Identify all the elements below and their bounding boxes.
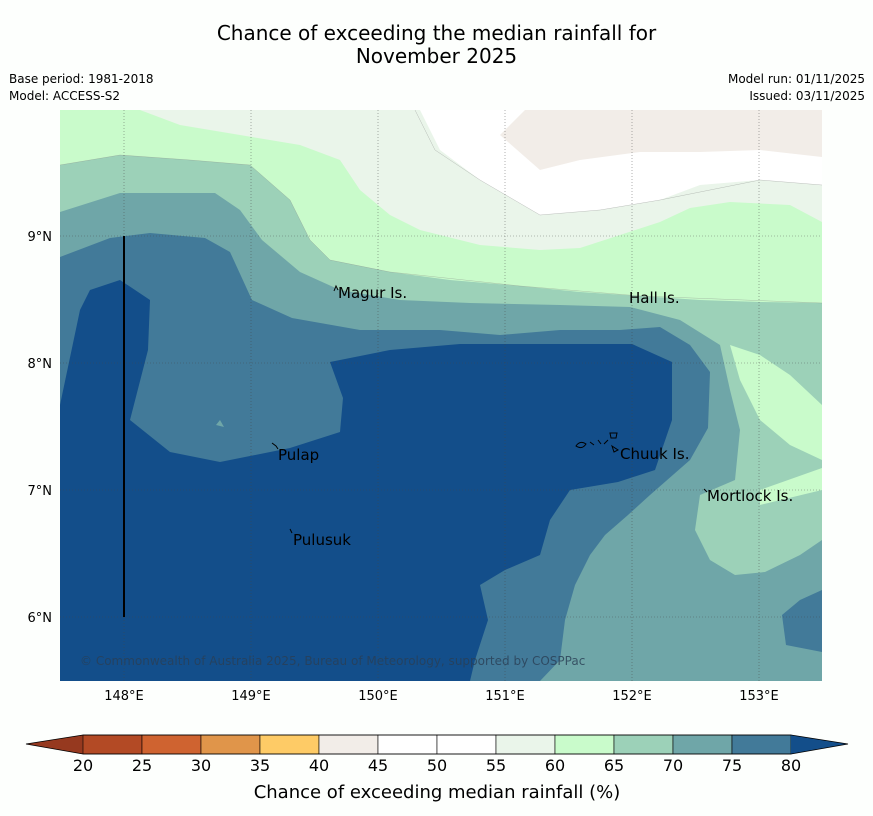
colorbar-box <box>200 734 261 755</box>
colorbar-ticks: 20 25 30 35 40 45 50 55 60 65 70 75 80 <box>73 756 801 775</box>
place-labels: Magur Is. Hall Is. Pulap Chuuk Is. Mortl… <box>278 284 793 549</box>
pulap-island-shape <box>271 442 279 450</box>
lat-labels: 9°N 8°N 7°N 6°N <box>28 230 53 626</box>
lon-label: 150°E <box>358 689 398 704</box>
lon-label: 151°E <box>485 689 525 704</box>
place-label-pulusuk: Pulusuk <box>293 531 351 549</box>
colorbar-tick-label: 45 <box>368 756 388 775</box>
place-label-pulap: Pulap <box>278 446 319 464</box>
meta-right: Model run: 01/11/2025 Issued: 03/11/2025 <box>728 71 865 105</box>
lon-label: 152°E <box>612 689 652 704</box>
colorbar-tick-label: 65 <box>604 756 624 775</box>
colorbar-label: Chance of exceeding median rainfall (%) <box>254 782 621 803</box>
pulusuk-island-shape <box>289 528 293 534</box>
meta-left: Base period: 1981-2018 Model: ACCESS-S2 <box>9 71 154 105</box>
contour-lines <box>60 110 822 304</box>
model-name: Model: ACCESS-S2 <box>9 89 121 103</box>
colorbar-box <box>731 734 792 755</box>
colorbar-tick-label: 20 <box>73 756 93 775</box>
band-75-80-east <box>782 590 822 652</box>
base-period: Base period: 1981-2018 <box>9 72 154 86</box>
colorbar-box <box>82 734 143 755</box>
colorbar-under-arrow <box>26 735 83 754</box>
colorbar-box <box>318 734 379 755</box>
title-line-1: Chance of exceeding the median rainfall … <box>216 21 657 45</box>
lon-labels: 148°E 149°E 150°E 151°E 152°E 153°E <box>104 689 779 704</box>
colorbar-box <box>436 734 497 755</box>
lat-label: 9°N <box>28 230 53 245</box>
colorbar-tick-label: 70 <box>663 756 683 775</box>
mortlock-island-shape <box>703 488 708 493</box>
colorbar-box <box>672 734 733 755</box>
place-label-chuuk: Chuuk Is. <box>620 445 689 463</box>
band-above-80 <box>60 280 672 681</box>
colorbar-over-arrow <box>791 735 848 754</box>
lat-label: 8°N <box>28 357 53 372</box>
colorbar-tick-label: 55 <box>486 756 506 775</box>
island-shapes <box>271 284 708 534</box>
colorbar-tick-label: 60 <box>545 756 565 775</box>
colorbar-tick-label: 35 <box>250 756 270 775</box>
issued-date: Issued: 03/11/2025 <box>749 89 865 103</box>
model-run: Model run: 01/11/2025 <box>727 72 865 86</box>
lon-label: 148°E <box>104 689 144 704</box>
colorbar-boxes <box>82 734 792 755</box>
lat-label: 7°N <box>28 484 53 499</box>
colorbar-outline <box>25 734 849 755</box>
chuuk-island-shapes <box>575 432 619 453</box>
lon-label: 149°E <box>231 689 271 704</box>
colorbar-box <box>141 734 202 755</box>
colorbar-box <box>495 734 556 755</box>
map-area[interactable]: Magur Is. Hall Is. Pulap Chuuk Is. Mortl… <box>60 110 822 681</box>
colorbar-tick-label: 75 <box>722 756 742 775</box>
colorbar-box <box>259 734 320 755</box>
lat-label: 6°N <box>28 611 53 626</box>
colorbar-tick-label: 30 <box>191 756 211 775</box>
place-label-hall: Hall Is. <box>629 289 680 307</box>
colorbar-box <box>554 734 615 755</box>
chart-title: Chance of exceeding the median rainfall … <box>0 22 873 68</box>
band-40-45 <box>500 110 822 170</box>
band-60-65-east <box>760 468 822 505</box>
place-label-mortlock: Mortlock Is. <box>707 487 793 505</box>
place-label-magur: Magur Is. <box>338 284 407 302</box>
colorbar-tick-label: 50 <box>427 756 447 775</box>
copyright-notice: © Commonwealth of Australia 2025, Bureau… <box>80 654 585 668</box>
colorbar-tick-label: 80 <box>781 756 801 775</box>
colorbar: 20 25 30 35 40 45 50 55 60 65 70 75 80 Chance of exc… <box>25 734 849 803</box>
colorbar-box <box>377 734 438 755</box>
lon-label: 153°E <box>739 689 779 704</box>
magur-island-shape <box>333 284 339 292</box>
colorbar-tick-label: 40 <box>309 756 329 775</box>
title-line-2: November 2025 <box>355 44 518 68</box>
colorbar-box <box>613 734 674 755</box>
small-island-patch <box>216 420 224 427</box>
colorbar-tick-label: 25 <box>132 756 152 775</box>
